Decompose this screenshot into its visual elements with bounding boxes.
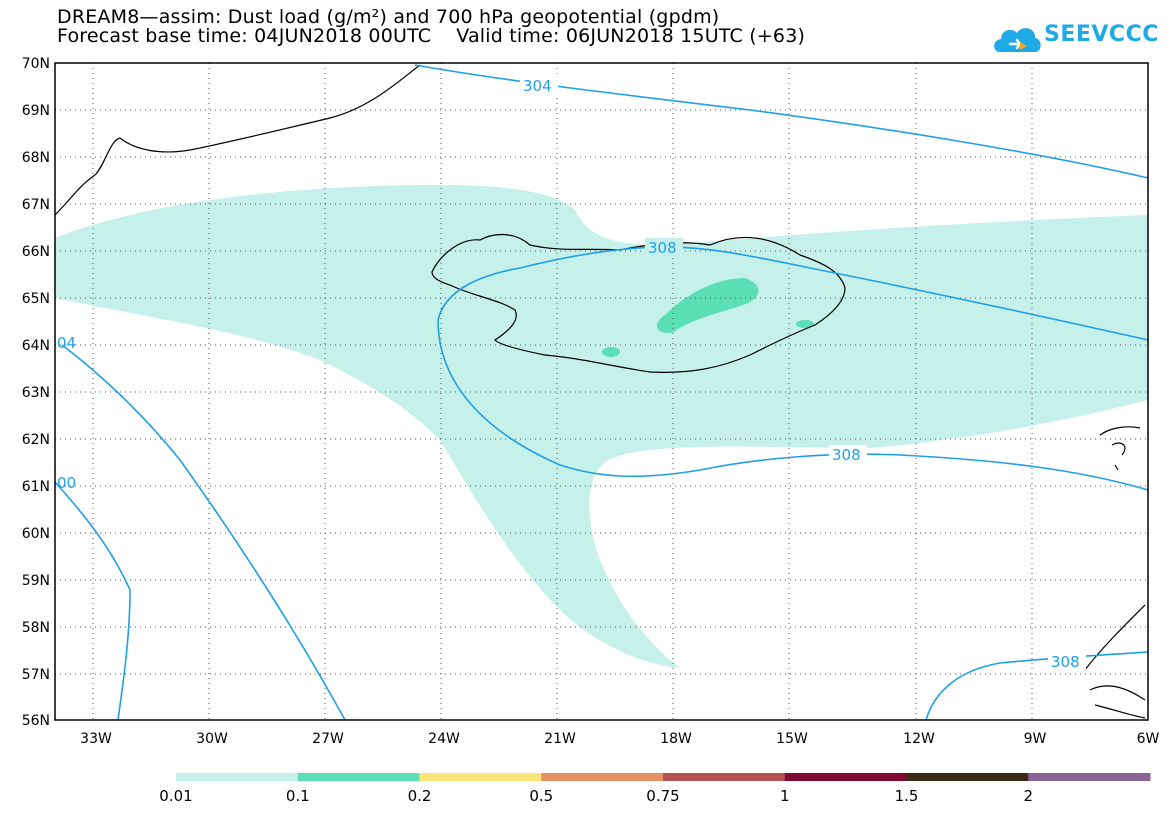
contour-label: 04	[57, 334, 76, 352]
lat-tick-label: 68N	[22, 150, 50, 166]
cloud-icon	[994, 28, 1041, 52]
contour-label: 00	[57, 474, 76, 492]
colorbar-swatch	[906, 773, 1029, 781]
dust-area-mid	[796, 320, 814, 328]
lon-tick-label: 30W	[196, 731, 228, 747]
colorbar-swatch	[297, 773, 420, 781]
lon-tick-label: 21W	[544, 731, 576, 747]
colorbar-label: 0.2	[407, 787, 432, 805]
lat-tick-label: 63N	[22, 385, 50, 401]
lat-tick-label: 56N	[22, 713, 50, 729]
lat-tick-label: 66N	[22, 244, 50, 260]
contour-label: 308	[648, 239, 677, 257]
contour-label: 304	[523, 77, 552, 95]
lon-tick-label: 15W	[776, 731, 808, 747]
colorbar-label: 0.75	[646, 787, 680, 805]
lon-tick-label: 9W	[1024, 731, 1047, 747]
lon-tick-label: 12W	[903, 731, 935, 747]
graticule	[55, 63, 1148, 720]
lon-axis: 33W 30W 27W 24W 21W 18W 15W 12W 9W 6W	[80, 731, 1159, 747]
colorbar-swatch	[541, 773, 664, 781]
lat-axis: 70N 69N 68N 67N 66N 65N 64N 63N 62N 61N …	[22, 56, 50, 729]
colorbar-swatch	[663, 773, 786, 781]
colorbar-label: 1.5	[894, 787, 919, 805]
lat-tick-label: 59N	[22, 573, 50, 589]
lon-tick-label: 18W	[660, 731, 692, 747]
lat-tick-label: 60N	[22, 526, 50, 542]
colorbar-label: 2	[1023, 787, 1034, 805]
dust-area-low	[55, 185, 1148, 668]
map-title: DREAM8—assim: Dust load (g/m²) and 700 h…	[57, 6, 720, 28]
colorbar-swatch	[176, 773, 299, 781]
lon-tick-label: 24W	[428, 731, 460, 747]
map-subtitle: Forecast base time: 04JUN2018 00UTC Vali…	[57, 25, 806, 47]
dust-area-mid	[656, 278, 759, 334]
colorbar-label: 0.1	[285, 787, 310, 805]
lat-tick-label: 61N	[22, 479, 50, 495]
colorbar-label: 1	[779, 787, 790, 805]
colorbar	[176, 773, 1151, 781]
colorbar-label: 0.01	[159, 787, 193, 805]
geopotential-contours	[54, 64, 1149, 721]
dust-area-mid	[602, 347, 620, 357]
lat-tick-label: 62N	[22, 432, 50, 448]
colorbar-swatch	[419, 773, 542, 781]
colorbar-swatch	[784, 773, 907, 781]
contour-label: 308	[1051, 653, 1080, 671]
lat-tick-label: 69N	[22, 103, 50, 119]
colorbar-label: 0.5	[529, 787, 554, 805]
lat-tick-label: 65N	[22, 291, 50, 307]
lon-tick-label: 33W	[80, 731, 112, 747]
lat-tick-label: 67N	[22, 197, 50, 213]
lon-tick-label: 6W	[1137, 731, 1160, 747]
coastline	[54, 64, 1146, 719]
lon-tick-label: 27W	[312, 731, 344, 747]
lat-tick-label: 70N	[22, 56, 50, 72]
lat-tick-label: 58N	[22, 620, 50, 636]
lat-tick-label: 57N	[22, 667, 50, 683]
lat-tick-label: 64N	[22, 338, 50, 354]
logo-text: SEEVCCC	[1044, 22, 1159, 47]
colorbar-swatch	[1028, 773, 1151, 781]
map-frame	[54, 62, 1149, 721]
contour-label: 308	[832, 446, 861, 464]
